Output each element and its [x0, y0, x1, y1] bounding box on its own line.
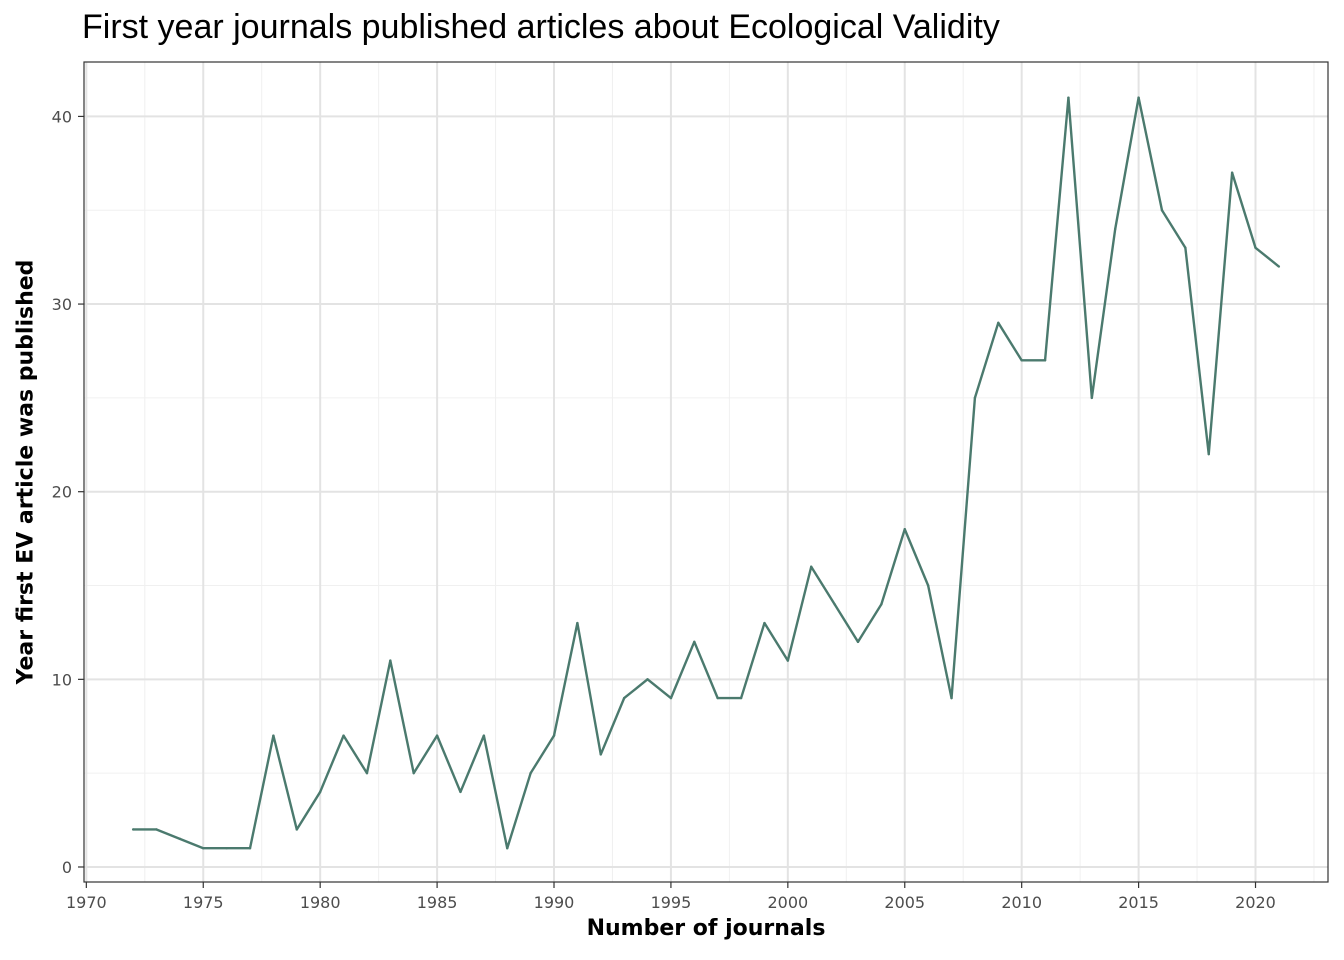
x-tick-label: 1995: [651, 893, 692, 912]
y-tick-label: 30: [52, 295, 72, 314]
data-point: [1160, 209, 1164, 212]
x-tick-label: 2020: [1235, 893, 1276, 912]
data-point: [1230, 171, 1234, 174]
data-point: [459, 790, 462, 794]
data-point: [739, 696, 743, 700]
y-tick-label: 10: [52, 670, 72, 689]
data-point: [856, 640, 860, 644]
x-axis-label: Number of journals: [586, 916, 826, 941]
data-point: [903, 528, 906, 531]
data-point: [412, 771, 415, 775]
x-tick-label: 2000: [767, 893, 808, 912]
data-point: [1254, 246, 1257, 249]
data-point: [880, 603, 883, 606]
x-tick-label: 2005: [884, 893, 925, 912]
series-points: [131, 96, 1281, 850]
data-point: [716, 696, 719, 700]
data-point: [1020, 359, 1023, 362]
data-point: [786, 659, 790, 662]
data-point: [506, 847, 509, 850]
data-point: [669, 696, 673, 700]
data-point: [1067, 96, 1070, 99]
data-point: [295, 828, 298, 831]
data-point: [599, 753, 602, 756]
y-tick-label: 40: [52, 107, 72, 126]
data-point: [926, 584, 930, 587]
data-point: [763, 621, 766, 625]
data-point: [248, 847, 252, 850]
x-tick-label: 1980: [300, 893, 341, 912]
x-tick-label: 2015: [1118, 893, 1159, 912]
data-point: [973, 396, 977, 400]
data-point: [1114, 227, 1117, 231]
data-point: [365, 771, 369, 775]
data-point: [950, 696, 953, 700]
x-tick-label: 1970: [66, 893, 107, 912]
data-point: [810, 565, 813, 568]
data-point: [693, 640, 696, 644]
data-point: [622, 696, 626, 700]
chart-title: First year journals published articles a…: [82, 8, 1000, 46]
data-point: [389, 659, 392, 662]
data-point: [1043, 359, 1047, 362]
data-point: [202, 847, 205, 850]
data-point: [646, 678, 649, 681]
data-point: [178, 837, 182, 841]
data-point: [1090, 396, 1094, 400]
data-point: [1277, 265, 1281, 268]
data-point: [997, 321, 1000, 325]
data-point: [131, 828, 135, 831]
x-tick-label: 1985: [417, 893, 458, 912]
x-tick-label: 2010: [1001, 893, 1042, 912]
data-point: [225, 847, 228, 850]
y-axis-label: Year first EV article was published: [13, 259, 39, 685]
data-point: [576, 621, 579, 625]
data-point: [482, 734, 486, 737]
data-point: [435, 734, 439, 737]
data-point: [342, 734, 345, 737]
minor-gridlines: [84, 62, 1328, 882]
data-point: [529, 771, 532, 775]
data-point: [1207, 452, 1210, 456]
y-axis: 0 10 20 30 40: [52, 107, 84, 877]
data-point: [155, 828, 158, 831]
x-tick-label: 1975: [183, 893, 224, 912]
data-point: [833, 603, 836, 606]
y-tick-label: 0: [62, 858, 72, 877]
y-tick-label: 20: [52, 483, 72, 502]
x-axis: 1970 1975 1980 1985 1990 1995 2000 2005 2010 2015…: [66, 882, 1276, 912]
x-tick-label: 1990: [534, 893, 575, 912]
data-point: [1137, 96, 1140, 99]
data-point: [552, 734, 556, 737]
data-point: [1184, 246, 1187, 249]
plot-panel-border: [83, 61, 1329, 883]
data-point: [318, 790, 322, 794]
data-point: [272, 734, 275, 737]
major-gridlines: [84, 62, 1328, 882]
series-line: [133, 96, 1280, 850]
